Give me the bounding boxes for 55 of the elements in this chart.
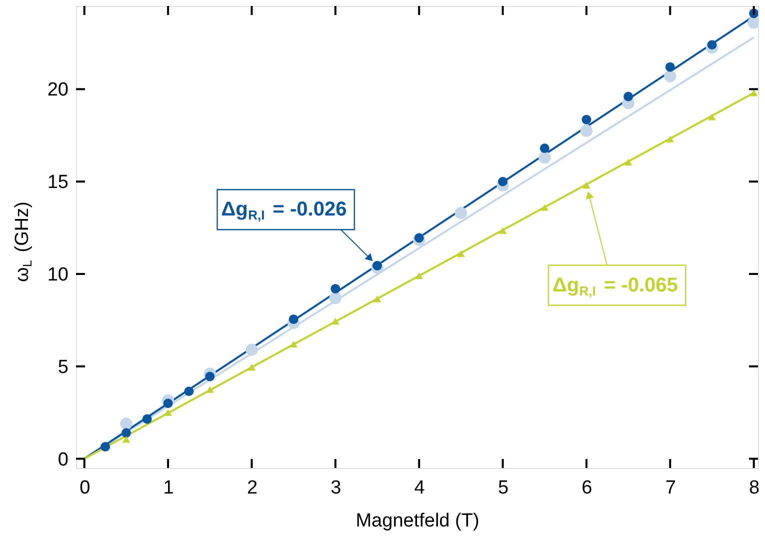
x-tick-label: 6 (582, 478, 592, 498)
point (665, 62, 675, 72)
y-tick-label: 20 (47, 80, 68, 101)
x-tick-label: 7 (665, 478, 676, 498)
point (624, 158, 632, 166)
point (454, 206, 468, 220)
point (142, 414, 152, 424)
x-tick-label: 2 (246, 478, 258, 498)
x-tick-label: 1 (163, 478, 174, 498)
point (329, 292, 342, 304)
y-tick-label: 0 (58, 449, 68, 470)
point (580, 124, 593, 137)
point (120, 418, 132, 430)
point (332, 318, 340, 324)
point (121, 428, 131, 438)
point (708, 114, 716, 120)
point (288, 314, 298, 324)
point (163, 398, 173, 408)
x-tick-label: 4 (414, 478, 426, 498)
point (372, 260, 382, 270)
point (164, 409, 172, 416)
point (664, 70, 676, 82)
point (707, 40, 717, 50)
point (498, 227, 507, 234)
point (246, 344, 258, 356)
x-tick-label: 0 (80, 478, 90, 498)
point (290, 340, 298, 348)
point (666, 136, 674, 142)
point (582, 182, 590, 189)
y-axis-title: ωL (GHz) (12, 202, 35, 282)
point (330, 284, 340, 294)
point (373, 296, 382, 302)
point (624, 92, 634, 102)
point (415, 272, 423, 280)
point (205, 372, 215, 382)
x-tick-label: 5 (498, 478, 509, 498)
point (582, 114, 592, 124)
point (457, 250, 465, 257)
point (750, 90, 758, 96)
point (122, 436, 130, 443)
y-tick-label: 15 (47, 172, 68, 194)
x-tick-label: 8 (749, 478, 760, 498)
point (100, 442, 110, 452)
point (206, 386, 214, 393)
point (498, 176, 508, 186)
point (538, 151, 551, 164)
point (248, 364, 256, 371)
point (540, 204, 548, 211)
point (184, 386, 194, 396)
point (540, 144, 550, 154)
y-tick-label: 10 (47, 264, 68, 286)
x-tick-label: 3 (330, 478, 342, 498)
x-axis-title: Magnetfeld (T) (356, 510, 480, 532)
y-tick-label: 5 (58, 356, 68, 378)
point (414, 233, 424, 243)
